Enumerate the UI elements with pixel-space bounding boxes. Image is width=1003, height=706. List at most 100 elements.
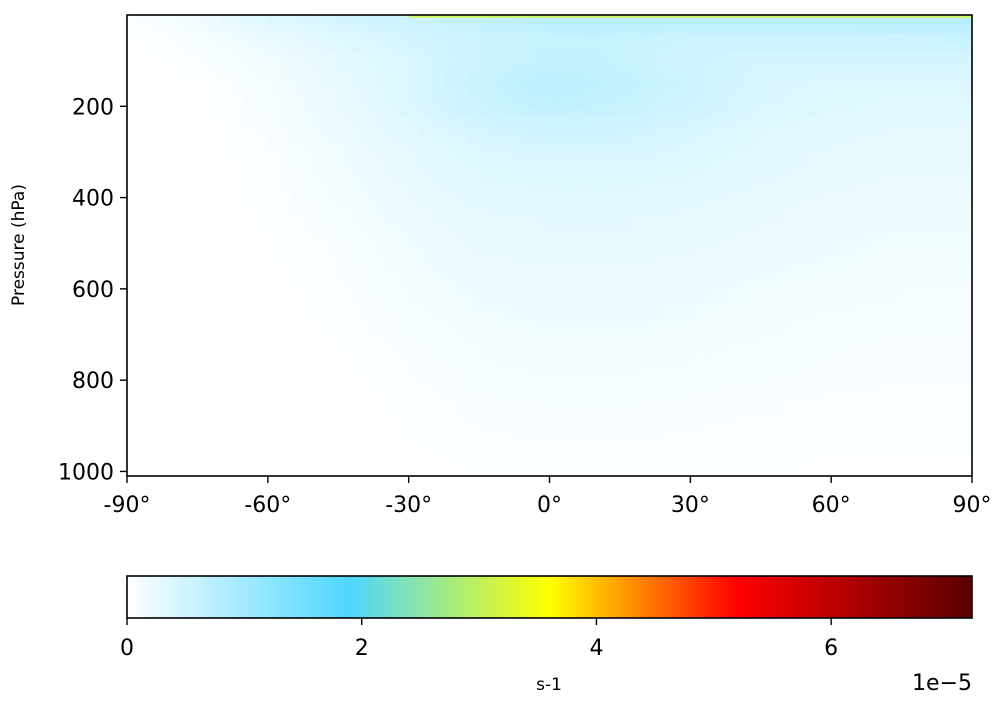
heatmap-cell xyxy=(326,402,339,413)
heatmap-cell xyxy=(408,300,422,311)
heatmap-cell xyxy=(901,15,914,25)
heatmap-cell xyxy=(819,51,832,62)
heatmap-cell xyxy=(866,254,879,265)
heatmap-cell xyxy=(925,245,938,256)
heatmap-cell xyxy=(232,24,245,35)
heatmap-cell xyxy=(303,42,316,53)
heatmap-cell xyxy=(549,254,562,265)
heatmap-cell xyxy=(901,42,914,53)
heatmap-cell xyxy=(338,70,351,81)
heatmap-cell xyxy=(361,291,375,302)
heatmap-cell xyxy=(725,190,738,200)
heatmap-cell xyxy=(479,125,492,136)
heatmap-cell xyxy=(326,116,339,127)
heatmap-cell xyxy=(443,346,457,357)
heatmap-cell xyxy=(561,319,574,330)
heatmap-cell xyxy=(702,328,715,339)
heatmap-cell xyxy=(338,24,351,35)
heatmap-cell xyxy=(596,457,609,468)
heatmap-cell xyxy=(162,448,175,459)
heatmap-cell xyxy=(854,411,867,422)
heatmap-cell xyxy=(138,328,152,339)
heatmap-cell xyxy=(244,429,257,440)
heatmap-cell xyxy=(608,134,621,145)
heatmap-cell xyxy=(279,236,292,247)
heatmap-cell xyxy=(561,70,574,81)
heatmap-cell xyxy=(502,420,515,431)
heatmap-cell xyxy=(291,227,304,237)
heatmap-cell xyxy=(854,282,867,293)
heatmap-cell xyxy=(326,208,339,219)
heatmap-cell xyxy=(490,374,504,385)
heatmap-cell xyxy=(502,365,515,376)
heatmap-cell xyxy=(807,33,821,44)
heatmap-cell xyxy=(784,310,797,320)
heatmap-cell xyxy=(338,457,351,468)
heatmap-cell xyxy=(526,42,539,53)
heatmap-cell xyxy=(831,282,844,293)
heatmap-cell xyxy=(396,337,410,348)
heatmap-cell xyxy=(326,393,339,403)
heatmap-cell xyxy=(631,180,644,191)
heatmap-cell xyxy=(854,180,867,191)
heatmap-cell xyxy=(432,310,445,320)
heatmap-cell xyxy=(408,153,422,164)
heatmap-cell xyxy=(467,70,480,81)
heatmap-cell xyxy=(784,134,797,145)
heatmap-cell xyxy=(279,51,292,62)
heatmap-cell xyxy=(925,227,938,237)
heatmap-cell xyxy=(572,420,586,431)
heatmap-cell xyxy=(162,300,175,311)
heatmap-cell xyxy=(666,208,680,219)
heatmap-cell xyxy=(408,180,422,191)
heatmap-cell xyxy=(185,134,199,145)
heatmap-cell xyxy=(713,393,727,403)
heatmap-cell xyxy=(549,51,562,62)
heatmap-cell xyxy=(549,466,562,476)
heatmap-cell xyxy=(807,125,821,136)
heatmap-cell xyxy=(608,346,621,357)
heatmap-cell xyxy=(408,383,422,394)
heatmap-cell xyxy=(279,346,292,357)
heatmap-cell xyxy=(220,429,234,440)
heatmap-cell xyxy=(279,457,292,468)
heatmap-cell xyxy=(655,310,668,320)
heatmap-cell xyxy=(713,208,727,219)
heatmap-cell xyxy=(502,245,515,256)
heatmap-cell xyxy=(631,134,644,145)
heatmap-cell xyxy=(490,273,504,283)
heatmap-cell xyxy=(197,466,210,476)
heatmap-cell xyxy=(549,162,562,173)
heatmap-cell xyxy=(209,236,222,247)
heatmap-cell xyxy=(690,171,703,182)
heatmap-cell xyxy=(772,107,785,118)
heatmap-cell xyxy=(936,116,950,127)
heatmap-cell xyxy=(303,393,316,403)
heatmap-cell xyxy=(819,291,832,302)
heatmap-cell xyxy=(831,319,844,330)
heatmap-cell xyxy=(866,457,879,468)
heatmap-cell xyxy=(490,79,504,90)
heatmap-cell xyxy=(913,236,926,247)
heatmap-cell xyxy=(267,162,281,173)
heatmap-cell xyxy=(795,24,809,35)
heatmap-cell xyxy=(455,393,468,403)
heatmap-cell xyxy=(326,24,339,35)
heatmap-cell xyxy=(420,42,433,53)
heatmap-cell xyxy=(936,217,950,228)
heatmap-cell xyxy=(396,245,410,256)
heatmap-cell xyxy=(784,144,797,154)
heatmap-cell xyxy=(209,227,222,237)
heatmap-cell xyxy=(795,346,809,357)
heatmap-cell xyxy=(619,51,633,62)
heatmap-cell xyxy=(549,190,562,200)
heatmap-cell xyxy=(526,144,539,154)
colorbar-tick-label: 6 xyxy=(824,636,838,661)
heatmap-cell xyxy=(749,79,762,90)
heatmap-cell xyxy=(925,24,938,35)
heatmap-cell xyxy=(490,457,504,468)
heatmap-cell xyxy=(549,227,562,237)
heatmap-cell xyxy=(561,15,574,25)
heatmap-cell xyxy=(842,42,856,53)
